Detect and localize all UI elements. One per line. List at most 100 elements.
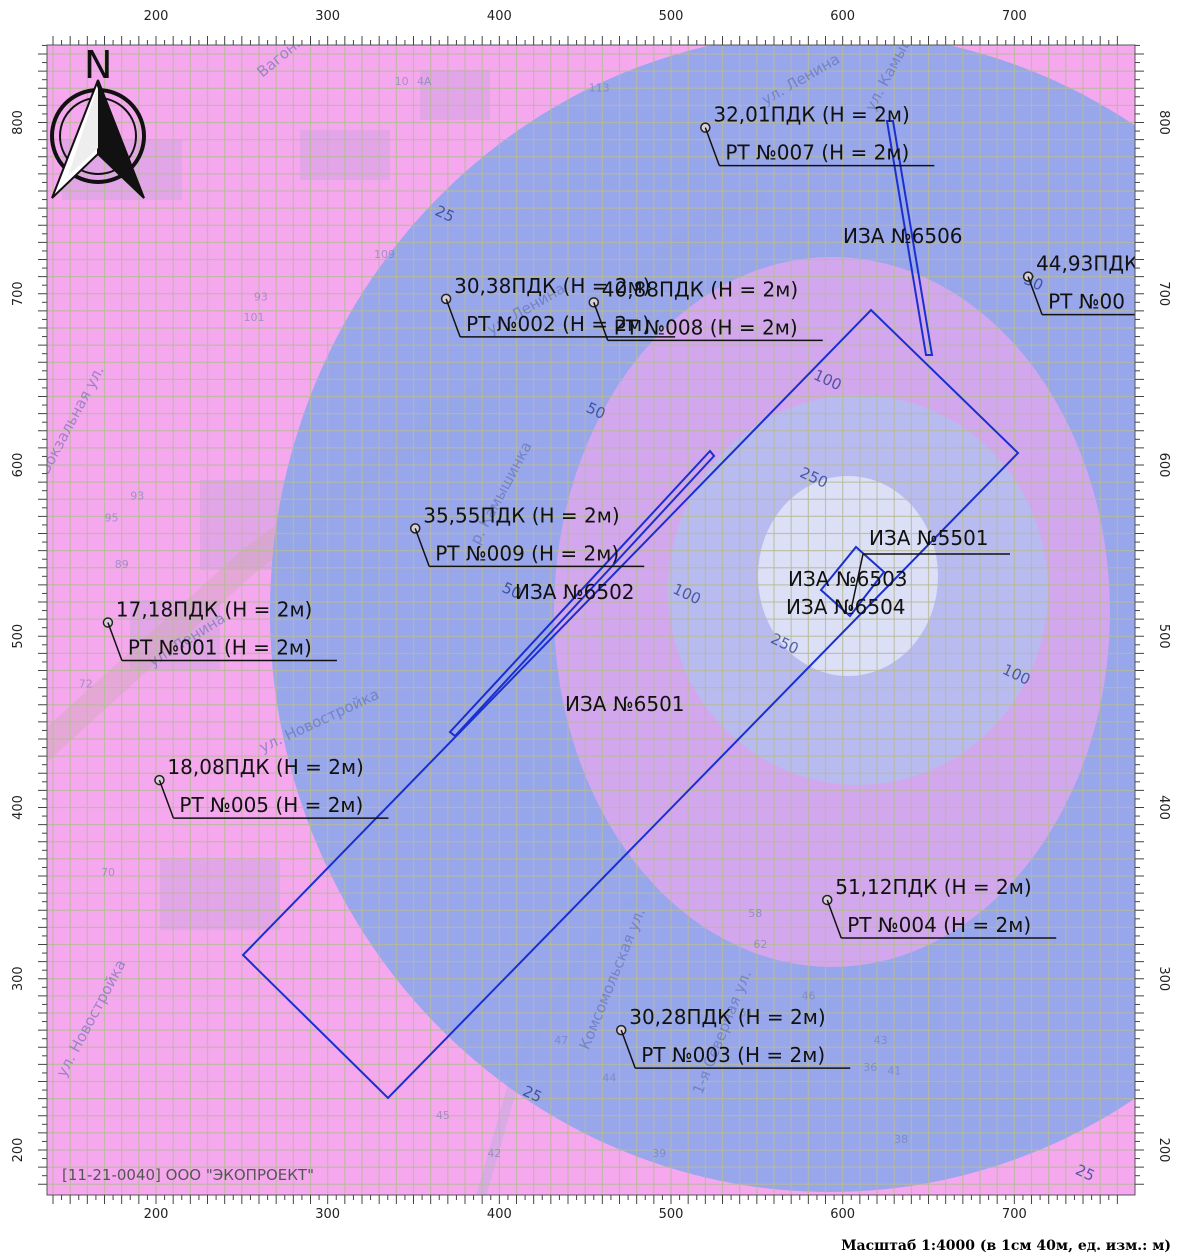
house-number: 47: [554, 1034, 568, 1047]
receptor-id-label: РТ №009 (Н = 2м): [435, 541, 619, 565]
north-arrow: N: [50, 43, 146, 199]
y-tick-label-left: 600: [11, 453, 26, 478]
x-tick-label-bottom: 400: [487, 1207, 512, 1222]
receptor-point[interactable]: 30,28ПДК (Н = 2м) РТ №003 (Н = 2м): [615, 1005, 851, 1069]
receptor-point[interactable]: 51,12ПДК (Н = 2м) РТ №004 (Н = 2м): [821, 875, 1057, 939]
axis-tick-labels: 200 200 300 300 400 400 500 500 600 600 700 700 200 2…: [11, 9, 1171, 1222]
house-number: 109: [374, 248, 395, 261]
y-tick-label-left: 200: [11, 1138, 26, 1163]
x-tick-label-top: 600: [830, 9, 855, 24]
house-number: 44: [602, 1072, 616, 1085]
house-number: 39: [652, 1147, 666, 1160]
receptor-leader-diag: [158, 779, 175, 819]
x-tick-label-top: 400: [487, 9, 512, 24]
x-tick-label-bottom: 200: [144, 1207, 169, 1222]
receptor-value-label: 32,01ПДК (Н = 2м): [713, 103, 909, 127]
house-number: 95: [104, 512, 118, 525]
emission-sources: [241, 120, 1020, 1100]
receptor-value-label: 35,55ПДК (Н = 2м): [423, 503, 619, 527]
basemap-block: [130, 600, 220, 670]
house-number: 72: [79, 678, 93, 691]
house-number: 36: [863, 1061, 877, 1074]
y-tick-label-left: 400: [11, 795, 26, 820]
receptor-point[interactable]: 44,93ПДК РТ №00: [1022, 252, 1143, 316]
source-6501-outline[interactable]: [241, 308, 1020, 1100]
house-number: 42: [487, 1147, 501, 1160]
receptor-value-label: 30,28ПДК (Н = 2м): [629, 1005, 825, 1029]
house-number: 41: [887, 1065, 901, 1078]
receptor-id-label: РТ №007 (Н = 2м): [725, 141, 909, 165]
x-tick-label-top: 500: [659, 9, 684, 24]
source-labels: ИЗА №6501 ИЗА №6502 ИЗА №6503 ИЗА №6504 …: [515, 224, 1010, 716]
house-number: 45: [436, 1109, 450, 1122]
house-number: 4А: [417, 75, 432, 88]
receptor-id-label: РТ №001 (Н = 2м): [128, 636, 312, 660]
concentration-zones: [270, 45, 1135, 1192]
y-tick-label-right: 800: [1156, 110, 1171, 135]
x-tick-label-bottom: 700: [1002, 1207, 1027, 1222]
house-number-labels: 113 10 4А 109 93 101 93 95 89 72 70 45 42 39 44 47 51 43 3…: [79, 75, 908, 1160]
copyright-label: [11-21-0040] ООО "ЭКОПРОЕКТ": [62, 1166, 314, 1184]
receptor-value-label: 17,18ПДК (Н = 2м): [116, 598, 312, 622]
house-number: 89: [115, 558, 129, 571]
receptor-id-label: РТ №00: [1048, 290, 1125, 314]
y-tick-label-left: 500: [11, 624, 26, 649]
compass-label: N: [84, 43, 112, 87]
concentration-zone-250: [758, 476, 938, 676]
receptor-points: 17,18ПДК (Н = 2м) РТ №001 (Н = 2м) 30,38ПД…: [102, 103, 1143, 1069]
receptor-value-label: 44,93ПДК: [1036, 252, 1138, 276]
source-label-6501: ИЗА №6501: [565, 692, 685, 716]
receptor-leader-diag: [593, 302, 609, 341]
house-number: 46: [801, 989, 815, 1002]
y-tick-label-right: 600: [1156, 453, 1171, 478]
plot-frame: [46, 44, 1136, 1196]
house-number: 93: [130, 489, 144, 502]
receptor-id-label: РТ №004 (Н = 2м): [847, 913, 1031, 937]
receptor-point[interactable]: 30,38ПДК (Н = 2м) РТ №002 (Н = 2м): [440, 274, 676, 338]
source-label-6506: ИЗА №6506: [843, 224, 963, 248]
source-6502-outline[interactable]: [448, 449, 716, 738]
receptor-id-label: РТ №003 (Н = 2м): [641, 1043, 825, 1067]
receptor-point[interactable]: 18,08ПДК (Н = 2м) РТ №005 (Н = 2м): [154, 755, 389, 819]
receptor-value-label: 30,38ПДК (Н = 2м): [454, 274, 650, 298]
receptor-leader-diag: [107, 622, 123, 661]
source-label-5501: ИЗА №5501: [869, 526, 989, 550]
source-6506-outline[interactable]: [885, 120, 934, 356]
receptor-leader-diag: [414, 528, 430, 567]
receptor-leader-diag: [826, 899, 842, 939]
x-tick-label-bottom: 600: [830, 1207, 855, 1222]
receptor-point[interactable]: 35,55ПДК (Н = 2м) РТ №009 (Н = 2м): [409, 503, 645, 568]
house-number: 113: [589, 82, 610, 95]
source-label-6504: ИЗА №6504: [786, 595, 906, 619]
y-tick-label-right: 300: [1156, 966, 1171, 991]
y-tick-label-right: 200: [1156, 1138, 1171, 1163]
y-tick-label-left: 700: [11, 281, 26, 306]
receptor-point[interactable]: 40,88ПДК (Н = 2м) РТ №008 (Н = 2м): [588, 277, 823, 342]
house-number: 93: [254, 291, 268, 304]
source-6503-outline[interactable]: [819, 545, 886, 618]
y-tick-label-left: 300: [11, 966, 26, 991]
x-tick-label-top: 700: [1002, 9, 1027, 24]
receptor-leader-diag: [1027, 276, 1043, 315]
y-tick-label-right: 500: [1156, 624, 1171, 649]
receptor-point[interactable]: 17,18ПДК (Н = 2м) РТ №001 (Н = 2м): [102, 598, 337, 662]
axis-ticks: [38, 36, 1144, 1204]
receptor-leader-diag: [620, 1029, 636, 1069]
house-number: 10: [395, 75, 409, 88]
house-number: 43: [874, 1034, 888, 1047]
receptor-id-label: РТ №005 (Н = 2м): [179, 793, 363, 817]
x-tick-label-top: 300: [315, 9, 340, 24]
receptor-point[interactable]: 32,01ПДК (Н = 2м) РТ №007 (Н = 2м): [700, 103, 935, 167]
scale-label: Масштаб 1:4000 (в 1см 40м, ед. изм.: м): [841, 1238, 1171, 1254]
receptor-leader-diag: [445, 298, 461, 338]
house-number: 101: [244, 311, 265, 324]
basemap-block: [160, 860, 280, 930]
source-label-6503: ИЗА №6503: [788, 567, 908, 591]
receptor-value-label: 18,08ПДК (Н = 2м): [167, 755, 363, 779]
coordinate-grid: [47, 45, 1135, 1195]
house-number: 38: [894, 1133, 908, 1146]
x-tick-label-bottom: 300: [315, 1207, 340, 1222]
source-label-6502: ИЗА №6502: [515, 580, 635, 604]
